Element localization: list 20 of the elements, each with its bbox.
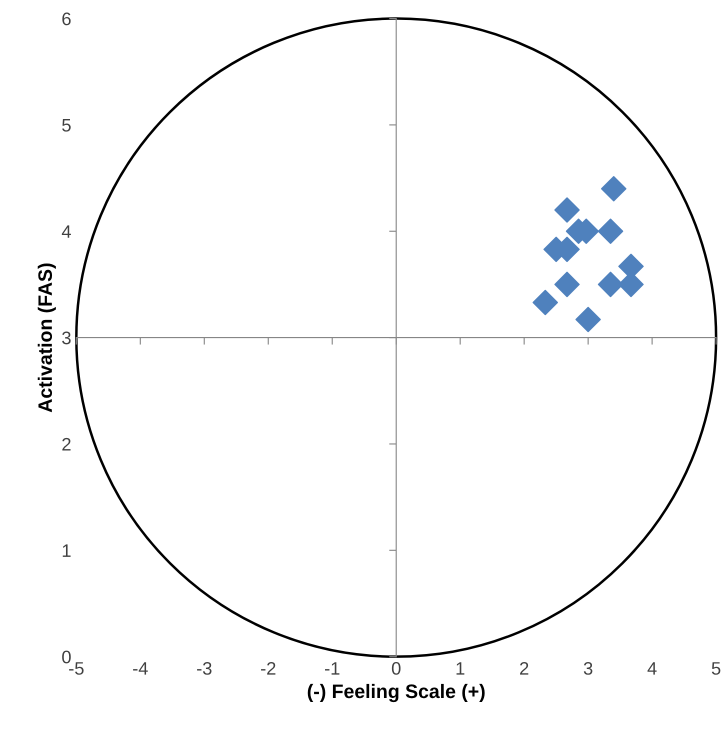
x-tick-label: 1 xyxy=(456,662,464,675)
x-tick-label: -1 xyxy=(325,662,340,675)
x-tick-label: 0 xyxy=(392,662,401,675)
x-tick-label: 5 xyxy=(712,662,720,675)
y-tick-label: 5 xyxy=(62,119,71,132)
x-tick-label: -5 xyxy=(69,662,84,675)
y-tick-label: 4 xyxy=(62,225,71,238)
y-tick-label: 1 xyxy=(62,544,71,557)
y-tick-label: 6 xyxy=(62,12,71,26)
x-tick-label: 4 xyxy=(648,662,657,675)
y-tick-label: 3 xyxy=(62,332,71,344)
x-tick-label: -3 xyxy=(197,662,212,675)
x-tick-label: 2 xyxy=(520,662,528,675)
x-tick-label: -2 xyxy=(261,662,276,675)
x-axis-title: (-) Feeling Scale (+) xyxy=(308,684,485,702)
y-axis-title: Activation (FAS) xyxy=(38,263,56,412)
y-tick-label: 0 xyxy=(62,650,71,664)
y-tick-label: 2 xyxy=(62,438,71,451)
x-tick-label: -4 xyxy=(133,662,148,675)
x-tick-label: 3 xyxy=(584,662,592,675)
